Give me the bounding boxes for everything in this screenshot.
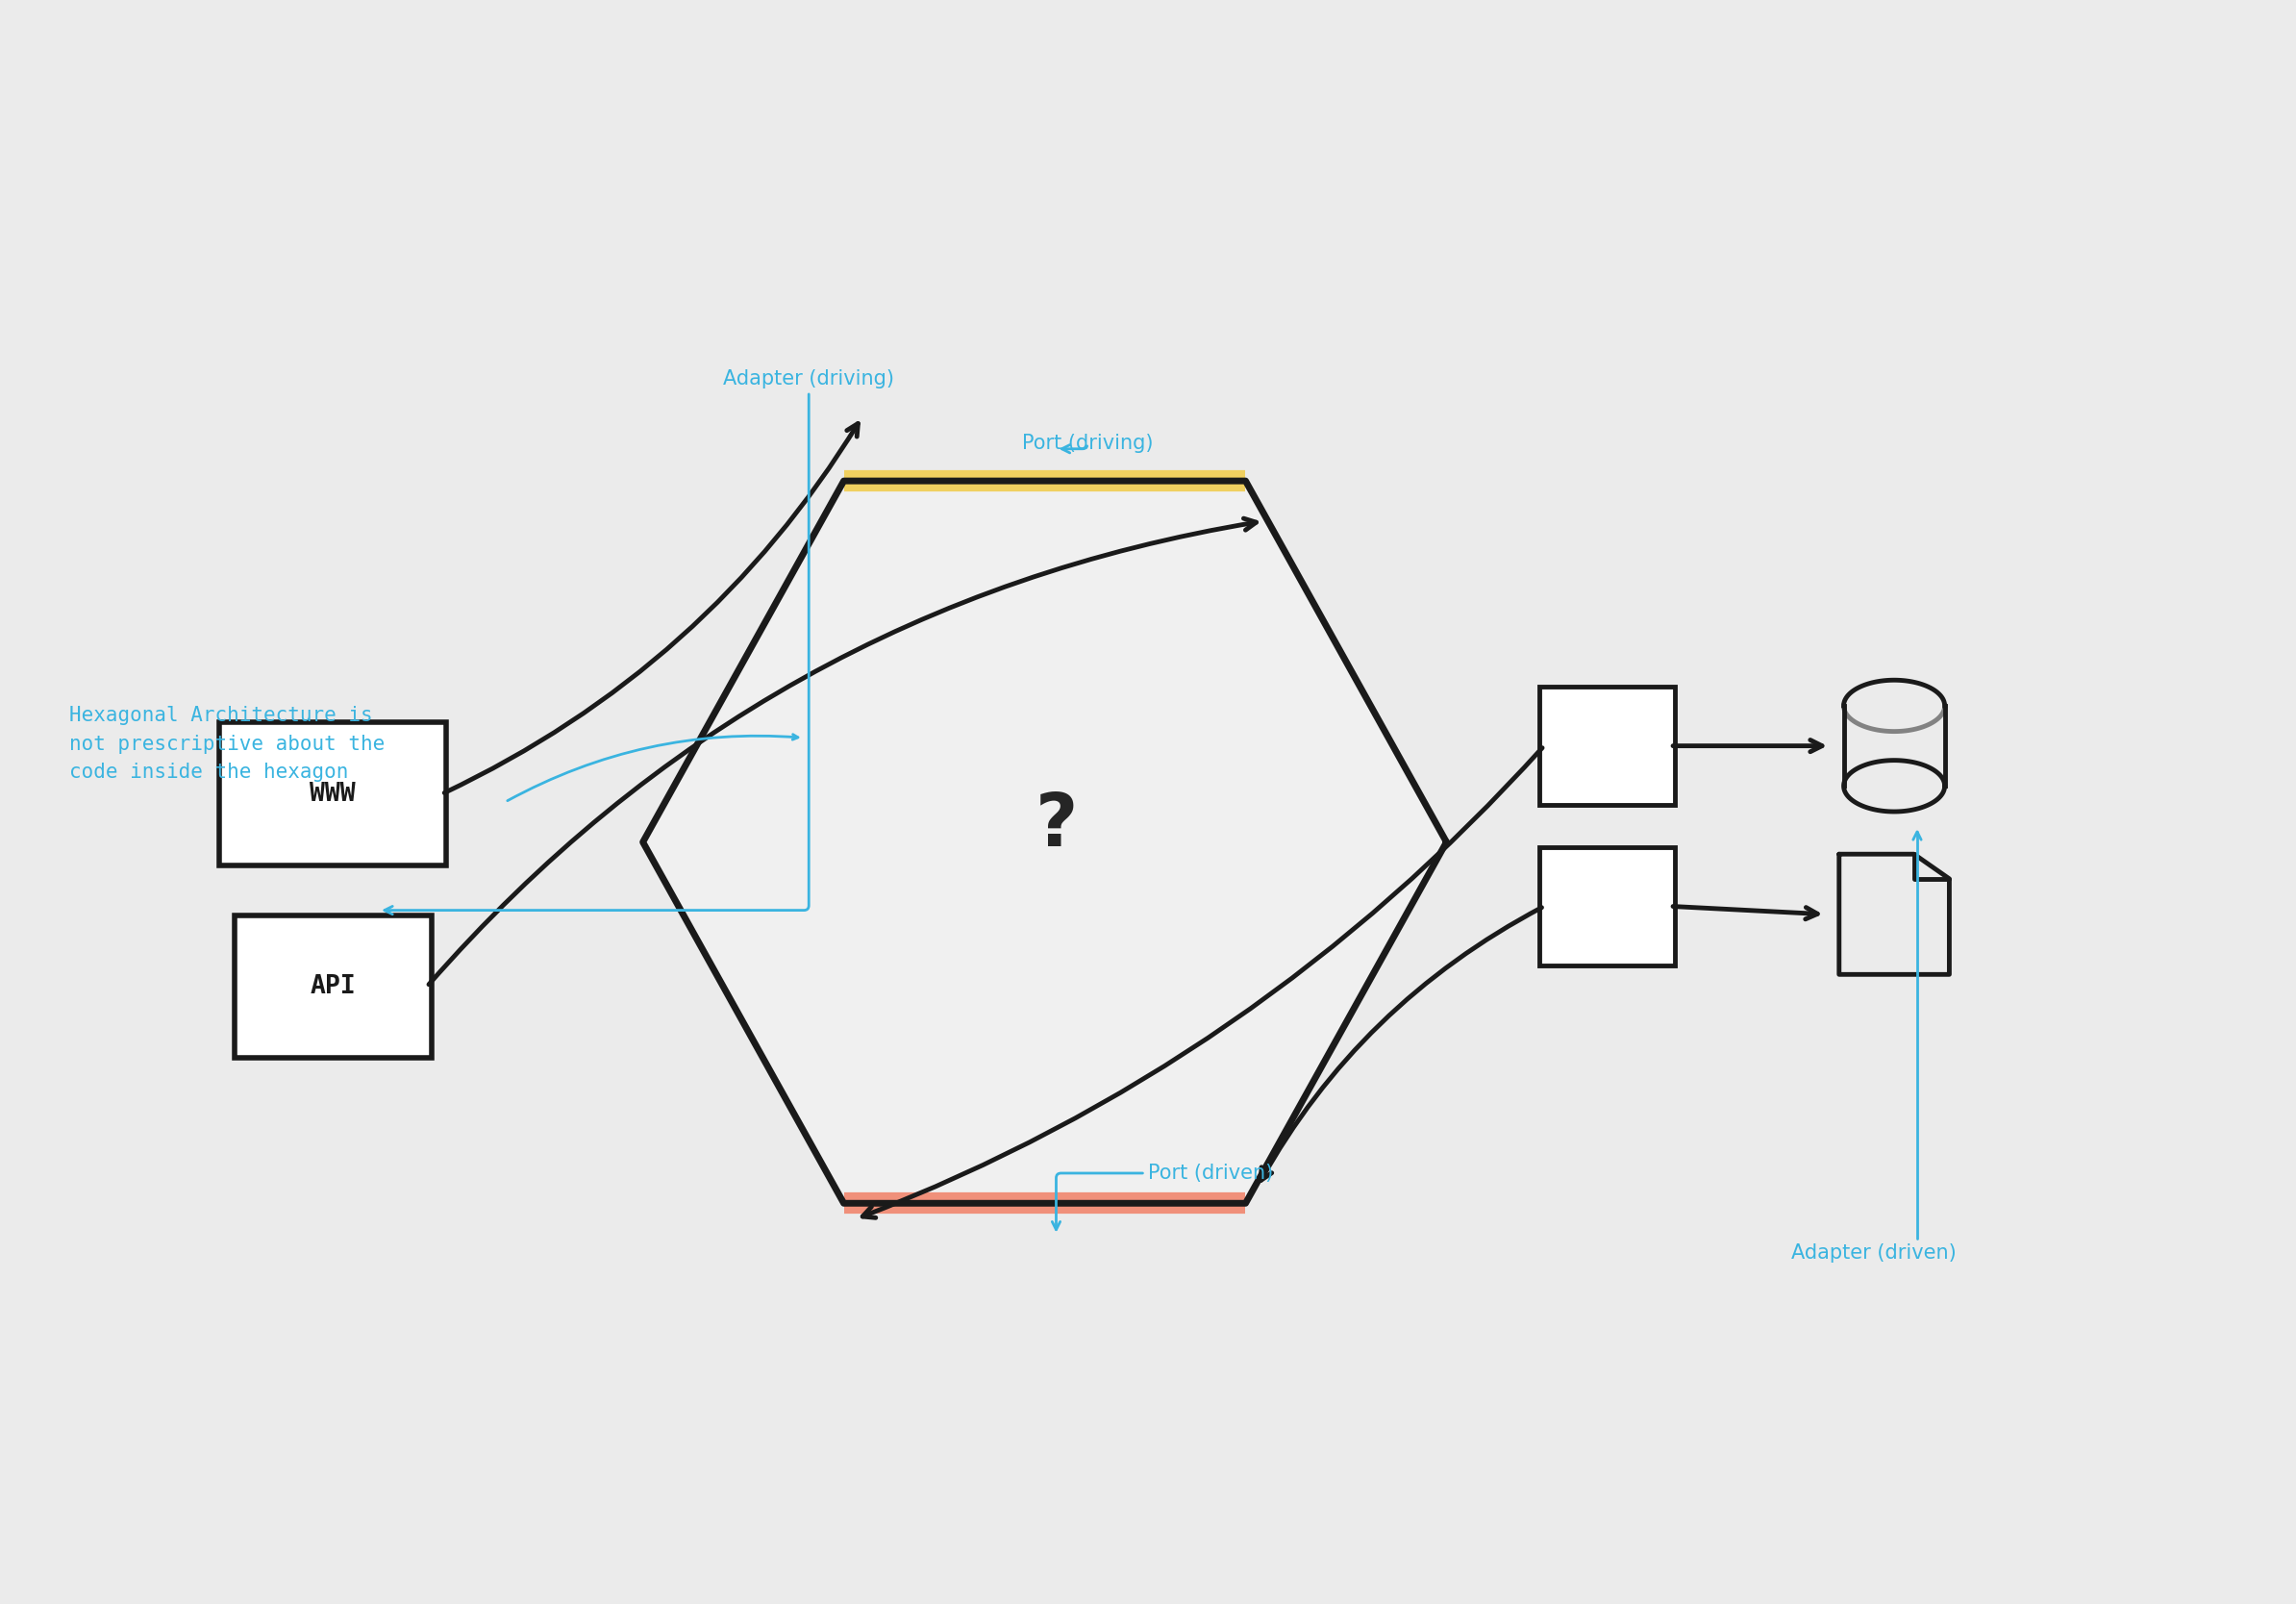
Text: Adapter (driving): Adapter (driving) <box>383 369 895 914</box>
Text: ?: ? <box>1035 791 1077 861</box>
Text: WWW: WWW <box>310 781 356 807</box>
Text: API: API <box>310 974 356 999</box>
Text: Port (driving): Port (driving) <box>1022 433 1153 452</box>
FancyBboxPatch shape <box>1538 847 1674 966</box>
FancyBboxPatch shape <box>234 914 432 1059</box>
Text: Adapter (driven): Adapter (driven) <box>1791 832 1956 1262</box>
Text: Hexagonal Architecture is
not prescriptive about the
code inside the hexagon: Hexagonal Architecture is not prescripti… <box>69 706 383 781</box>
FancyBboxPatch shape <box>218 722 445 866</box>
FancyBboxPatch shape <box>1538 687 1674 805</box>
Text: Port (driven): Port (driven) <box>1052 1163 1274 1230</box>
Polygon shape <box>643 481 1446 1203</box>
